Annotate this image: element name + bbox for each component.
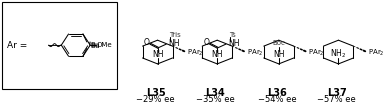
Text: L37: L37 — [327, 88, 346, 98]
Text: L35: L35 — [146, 88, 166, 98]
Text: NH$_2$: NH$_2$ — [330, 48, 347, 60]
Text: −57% ee: −57% ee — [317, 95, 356, 104]
Text: OMe: OMe — [97, 42, 113, 48]
Text: NH: NH — [168, 39, 179, 48]
Text: NH: NH — [228, 39, 239, 48]
Text: PAr$_2$: PAr$_2$ — [187, 48, 203, 58]
Text: PAr$_2$: PAr$_2$ — [247, 48, 263, 58]
Text: $^t$Bu: $^t$Bu — [88, 39, 101, 50]
Text: −35% ee: −35% ee — [196, 95, 235, 104]
Text: NH: NH — [212, 50, 223, 58]
Text: O: O — [144, 38, 150, 47]
Text: −54% ee: −54% ee — [257, 95, 296, 104]
Text: Tris: Tris — [169, 32, 181, 38]
Text: L34: L34 — [205, 88, 225, 98]
Text: Boc: Boc — [273, 40, 285, 46]
Text: $^t$Bu: $^t$Bu — [88, 40, 101, 51]
Text: NH: NH — [273, 50, 284, 58]
Text: O: O — [204, 38, 210, 47]
Text: PAr$_2$: PAr$_2$ — [308, 48, 325, 58]
Text: Ar =: Ar = — [7, 41, 28, 50]
Text: L36: L36 — [267, 88, 287, 98]
Text: −29% ee: −29% ee — [136, 95, 175, 104]
Bar — [2, 2, 117, 89]
Text: PAr$_2$: PAr$_2$ — [368, 48, 384, 58]
Text: NH: NH — [152, 50, 163, 58]
Text: Ts: Ts — [229, 32, 235, 38]
